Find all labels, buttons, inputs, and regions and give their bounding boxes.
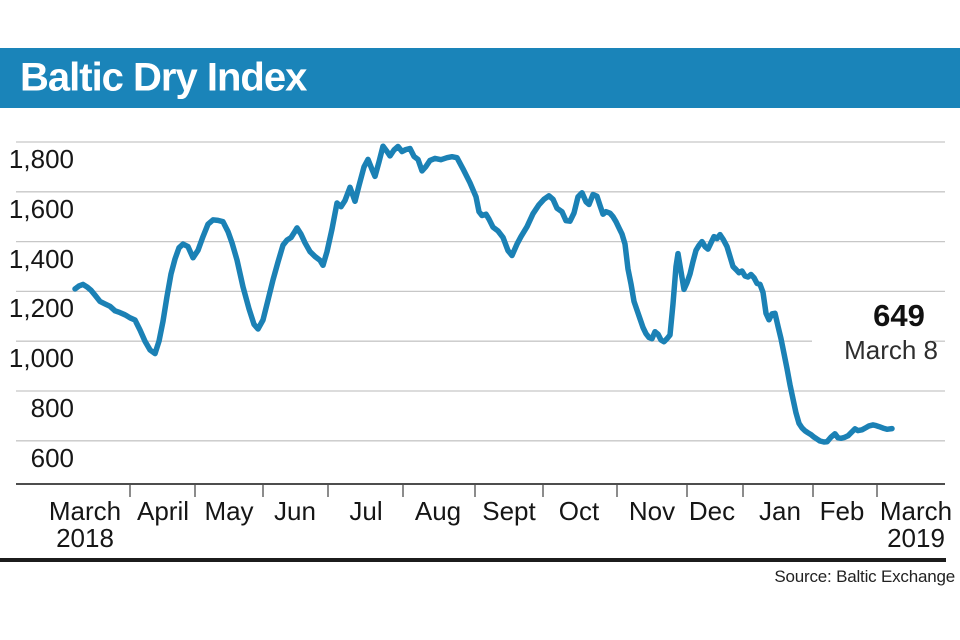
chart-title: Baltic Dry Index xyxy=(20,55,307,100)
y-axis-label: 800 xyxy=(30,393,74,423)
footer-rule xyxy=(0,558,946,562)
bdi-line xyxy=(72,143,895,445)
x-axis-label: Feb xyxy=(792,496,892,526)
month-label: March xyxy=(879,496,953,526)
x-axis-label: Jun xyxy=(245,496,345,526)
month-label: Jul xyxy=(349,496,383,526)
x-axis-label: April xyxy=(113,496,213,526)
month-label: Aug xyxy=(414,496,462,526)
y-axis-label: 1,600 xyxy=(8,193,74,224)
y-axis-label: 600 xyxy=(30,442,74,473)
end-value-date: March 8 xyxy=(844,334,938,365)
month-label: Feb xyxy=(819,496,865,526)
month-label: March xyxy=(48,496,122,526)
y-axis-label: 1,000 xyxy=(8,343,74,374)
month-label: Oct xyxy=(558,496,600,526)
x-axis-label: Jan xyxy=(730,496,830,526)
month-label: April xyxy=(136,496,189,526)
end-value-annotation: 649 March 8 xyxy=(844,298,938,365)
header-bar: Baltic Dry Index xyxy=(0,48,960,108)
month-label: Dec xyxy=(688,496,736,526)
year-label: 2019 xyxy=(887,523,945,554)
x-axis-label: Oct xyxy=(529,496,629,526)
x-axis-label: March 2019 xyxy=(866,496,960,554)
x-axis-label: Sept xyxy=(459,496,559,526)
x-axis-label: Aug xyxy=(388,496,488,526)
y-axis-label: 1,400 xyxy=(8,243,74,274)
month-label: May xyxy=(204,496,254,526)
year-label: 2018 xyxy=(56,523,114,554)
x-axis-label: Jul xyxy=(316,496,416,526)
x-axis-label: May xyxy=(179,496,279,526)
y-axis-label: 1,800 xyxy=(8,144,74,174)
x-axis-label: Nov xyxy=(602,496,702,526)
month-label: Sept xyxy=(482,496,536,526)
end-value: 649 xyxy=(873,298,925,333)
y-axis-label: 1,200 xyxy=(8,293,74,324)
x-axis-label: March 2018 xyxy=(35,496,135,554)
month-label: Jan xyxy=(759,496,801,526)
month-label: Jun xyxy=(274,496,316,526)
month-label: Nov xyxy=(628,496,676,526)
x-axis-label: Dec xyxy=(662,496,762,526)
source-credit: Source: Baltic Exchange xyxy=(774,567,955,586)
